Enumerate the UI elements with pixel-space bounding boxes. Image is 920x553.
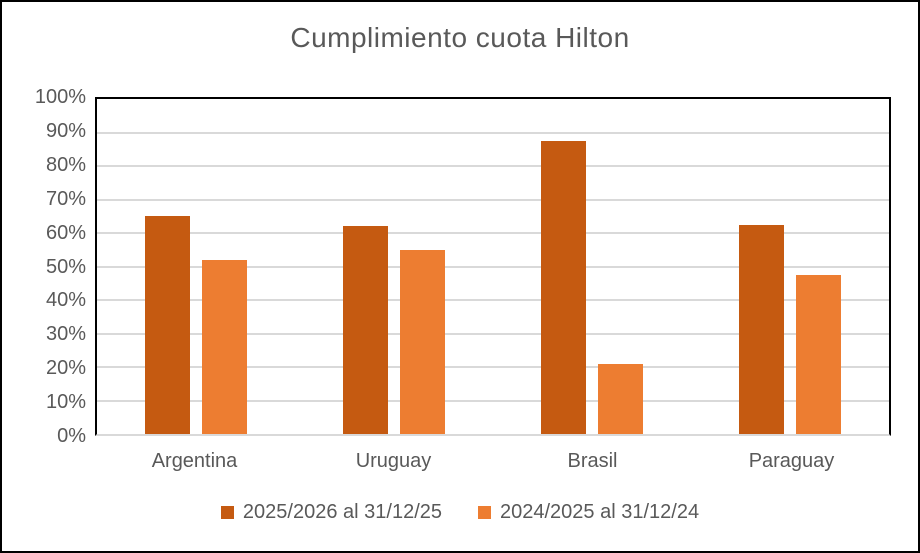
gridline: [97, 232, 889, 234]
gridline: [97, 198, 889, 201]
y-tick-label: 0%: [57, 425, 86, 447]
y-tick-label: 10%: [45, 391, 86, 414]
bar-brasil-series-2: [598, 363, 643, 434]
gridline: [97, 332, 889, 335]
bar-brasil-series-1: [541, 140, 586, 434]
gridline: [97, 165, 889, 167]
y-tick-label: 60%: [45, 221, 86, 244]
gridline: [97, 265, 889, 268]
bar-group-paraguay: [691, 99, 889, 434]
x-axis: Argentina Uruguay Brasil Paraguay: [95, 450, 891, 473]
legend-item-1: 2025/2026 al 31/12/25: [220, 501, 442, 524]
y-tick-label: 70%: [45, 187, 86, 210]
y-tick-label: 20%: [45, 357, 86, 380]
y-tick-label: 50%: [45, 255, 86, 278]
x-axis-label-uruguay: Uruguay: [355, 450, 432, 472]
gridline: [97, 399, 889, 402]
bar-group-argentina: [97, 99, 295, 434]
y-tick-label: 80%: [45, 153, 86, 176]
bar-paraguay-series-2: [796, 274, 841, 434]
bar-argentina-series-1: [145, 216, 190, 434]
gridline: [97, 366, 889, 368]
x-axis-label-paraguay: Paraguay: [748, 450, 835, 472]
gridline: [97, 131, 889, 134]
y-tick-label: 100%: [34, 86, 86, 108]
chart-title: Cumplimiento cuota Hilton: [290, 22, 630, 53]
x-axis-label-brasil: Brasil: [567, 450, 618, 472]
gridline: [97, 299, 889, 301]
bar-argentina-series-2: [202, 259, 247, 434]
bar-group-brasil: [493, 99, 691, 434]
legend-item-2: 2024/2025 al 31/12/24: [478, 501, 699, 524]
y-tick-label: 30%: [45, 323, 86, 346]
y-tick-label: 90%: [45, 119, 86, 142]
bar-uruguay-series-2: [400, 249, 445, 434]
x-axis-label-argentina: Argentina: [151, 450, 238, 472]
legend: 2025/2026 al 31/12/25 2024/2025 al 31/12/…: [2, 501, 918, 524]
legend-label: 2025/2026 al 31/12/25: [242, 501, 442, 523]
bar-groups: [97, 99, 889, 434]
legend-label: 2024/2025 al 31/12/24: [500, 501, 700, 523]
y-axis: 100% 90% 80% 70% 60% 50% 40% 30% 20% 10% 0%: [2, 87, 86, 446]
legend-swatch-icon: [478, 506, 491, 519]
legend-swatch-icon: [220, 506, 234, 519]
bar-paraguay-series-1: [739, 224, 784, 434]
plot-area: [95, 97, 891, 436]
y-tick-label: 40%: [45, 289, 86, 312]
bar-group-uruguay: [295, 99, 493, 434]
gridlines: [97, 99, 889, 434]
bar-uruguay-series-1: [343, 226, 388, 434]
